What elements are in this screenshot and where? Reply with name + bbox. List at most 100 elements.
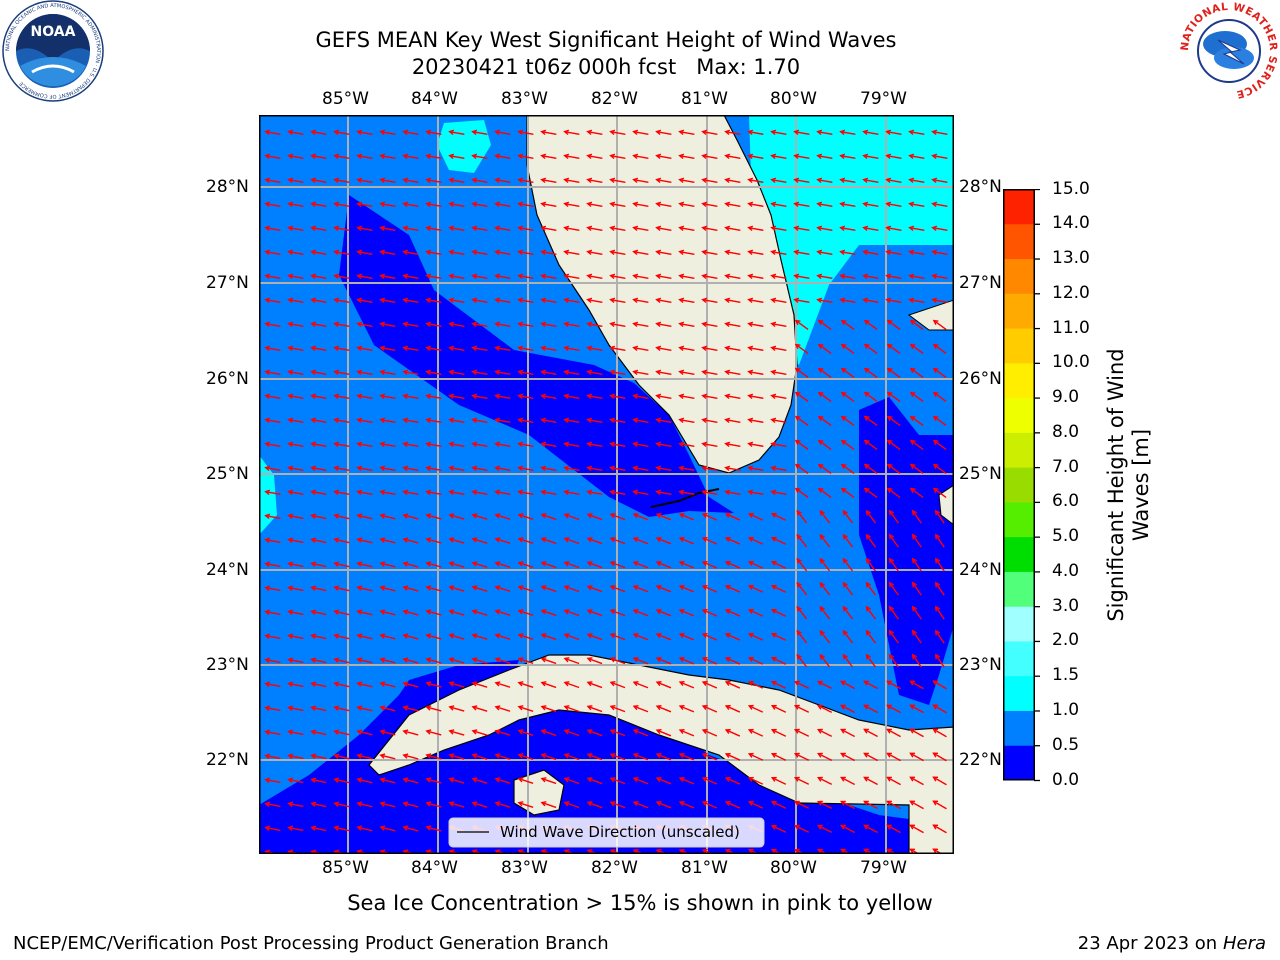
wave-direction-arrow — [563, 177, 580, 184]
lat-label-right: 28°N — [959, 177, 1002, 197]
wave-direction-arrow — [886, 343, 901, 354]
wave-direction-arrow — [287, 177, 304, 184]
wave-direction-arrow — [517, 393, 534, 400]
wave-direction-arrow — [310, 513, 327, 520]
wave-direction-arrow — [287, 705, 304, 712]
wave-direction-arrow — [770, 177, 787, 184]
wave-direction-arrow — [494, 801, 511, 808]
wave-direction-arrow — [609, 321, 626, 328]
wave-direction-arrow — [909, 824, 924, 834]
wave-direction-arrow — [632, 129, 649, 136]
wave-direction-arrow — [333, 201, 350, 208]
wave-direction-arrow — [819, 581, 831, 596]
wave-direction-arrow — [540, 801, 557, 809]
wave-direction-arrow — [310, 273, 327, 280]
wave-direction-arrow — [862, 297, 879, 304]
wave-direction-arrow — [517, 441, 534, 448]
wave-direction-arrow — [425, 633, 442, 640]
wave-direction-arrow — [402, 753, 419, 760]
wave-direction-arrow — [863, 752, 878, 762]
wave-direction-arrow — [471, 657, 488, 664]
wave-direction-arrow — [770, 249, 787, 256]
wave-direction-arrow — [840, 463, 855, 474]
wave-direction-arrow — [632, 489, 649, 496]
wave-direction-arrow — [494, 633, 511, 640]
wave-direction-arrow — [862, 225, 879, 232]
wave-direction-arrow — [747, 680, 764, 689]
wave-direction-arrow — [333, 561, 350, 568]
wave-direction-arrow — [840, 728, 855, 738]
wave-direction-arrow — [701, 800, 718, 809]
wave-direction-arrow — [563, 801, 580, 809]
wave-direction-arrow — [586, 249, 603, 256]
wave-direction-arrow — [793, 800, 810, 809]
wave-direction-arrow — [540, 297, 557, 304]
wave-direction-arrow — [287, 489, 304, 496]
wave-direction-arrow — [724, 800, 741, 809]
wave-direction-arrow — [333, 153, 350, 160]
wave-direction-arrow — [932, 391, 947, 402]
wave-direction-arrow — [586, 729, 603, 737]
colorbar-segment — [1003, 745, 1034, 781]
wave-direction-arrow — [816, 129, 833, 136]
colorbar-label-line2: Waves [m] — [1129, 428, 1153, 542]
wave-direction-arrow — [724, 536, 741, 545]
wave-direction-arrow — [770, 321, 787, 328]
wave-direction-arrow — [909, 728, 924, 738]
wave-direction-arrow — [865, 581, 876, 596]
wave-direction-arrow — [609, 585, 626, 593]
wave-direction-arrow — [839, 201, 856, 208]
wave-direction-arrow — [287, 249, 304, 256]
wave-direction-arrow — [888, 533, 899, 548]
wave-direction-arrow — [632, 729, 649, 737]
wave-direction-arrow — [839, 177, 856, 184]
wave-direction-arrow — [770, 465, 787, 472]
wave-direction-arrow — [448, 585, 465, 592]
wave-direction-arrow — [379, 657, 396, 664]
wave-direction-arrow — [888, 653, 899, 668]
wave-direction-arrow — [540, 729, 557, 737]
wave-direction-arrow — [932, 704, 947, 714]
wave-direction-arrow — [540, 345, 557, 352]
wave-direction-arrow — [888, 605, 899, 620]
wave-direction-arrow — [563, 681, 580, 689]
wave-direction-arrow — [908, 273, 925, 280]
lat-label-right: 24°N — [959, 560, 1002, 580]
wave-direction-arrow — [609, 513, 626, 521]
wave-direction-arrow — [264, 153, 281, 160]
wave-direction-arrow — [471, 201, 488, 208]
wave-direction-arrow — [632, 585, 649, 593]
lon-label-top: 83°W — [501, 89, 548, 109]
wave-direction-arrow — [402, 561, 419, 568]
wave-direction-arrow — [770, 656, 787, 665]
wave-direction-arrow — [816, 776, 833, 785]
wave-direction-arrow — [517, 537, 534, 544]
wave-direction-arrow — [402, 609, 419, 616]
wave-direction-arrow — [586, 561, 603, 569]
wave-direction-arrow — [586, 801, 603, 809]
nws-logo-icon: NATIONAL WEATHER SERVICE — [1179, 1, 1279, 100]
wave-direction-arrow — [747, 512, 764, 521]
wave-direction-arrow — [425, 297, 442, 304]
wave-direction-arrow — [402, 825, 419, 832]
wave-direction-arrow — [701, 393, 718, 400]
wave-direction-arrow — [356, 153, 373, 160]
wave-direction-arrow — [333, 129, 350, 136]
wave-direction-arrow — [517, 753, 534, 760]
wave-direction-arrow — [310, 681, 327, 688]
wave-direction-arrow — [402, 321, 419, 328]
wave-direction-arrow — [839, 225, 856, 232]
wave-direction-arrow — [934, 581, 945, 596]
wave-direction-arrow — [724, 177, 741, 184]
wave-direction-arrow — [701, 632, 718, 641]
wave-direction-arrow — [425, 249, 442, 256]
wave-direction-arrow — [724, 465, 741, 472]
wave-direction-arrow — [701, 177, 718, 184]
wave-direction-arrow — [517, 129, 534, 136]
wave-direction-arrow — [402, 417, 419, 424]
wave-direction-arrow — [333, 465, 350, 472]
wave-direction-arrow — [563, 537, 580, 545]
wave-direction-arrow — [632, 705, 649, 713]
wave-direction-arrow — [356, 825, 373, 832]
wave-direction-arrow — [517, 177, 534, 184]
